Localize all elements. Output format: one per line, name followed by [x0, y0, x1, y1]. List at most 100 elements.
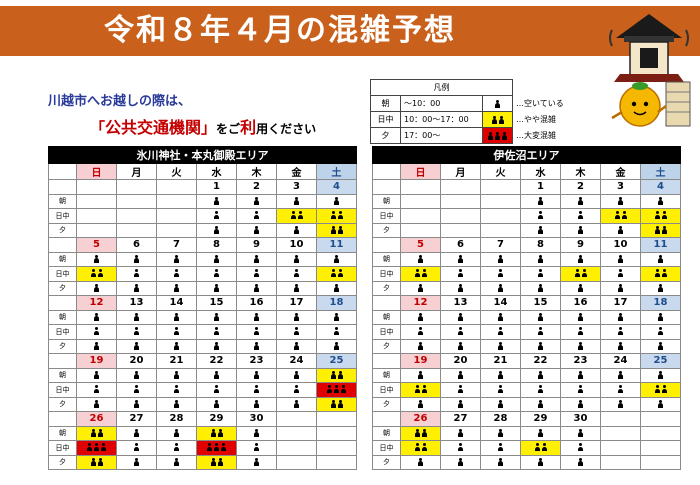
- period-label: 日中: [372, 208, 401, 224]
- date-cell: 7: [480, 237, 521, 253]
- date-cell: 26: [400, 411, 441, 427]
- date-cell: 13: [440, 295, 481, 311]
- crowd-level-1-cell: [440, 396, 481, 412]
- crowd-level-1-cell: [560, 324, 601, 340]
- date-cell: 30: [560, 411, 601, 427]
- legend-row-daytime: 日中 10：00～17：00 …やや混雑: [370, 111, 583, 128]
- crowd-level-1-cell: [560, 338, 601, 354]
- crowd-level-1-cell: [316, 309, 357, 325]
- weekday-row: 日月火水木金土: [372, 163, 681, 180]
- date-cell: [400, 179, 441, 195]
- legend-level-3-icon: [482, 127, 513, 144]
- date-cell: 14: [480, 295, 521, 311]
- crowd-level-3-cell: [316, 382, 357, 398]
- period-label: 朝: [372, 251, 401, 267]
- crowd-level-1-cell: [236, 382, 277, 398]
- crowd-level-1-cell: [116, 309, 157, 325]
- date-cell: 23: [560, 353, 601, 369]
- crowd-level-1-cell: [236, 280, 277, 296]
- period-label: 日中: [48, 208, 77, 224]
- date-row: 12 13 14 15 16 17 18: [48, 295, 357, 311]
- period-row: 朝: [372, 251, 681, 267]
- crowd-level-1-cell: [400, 454, 441, 470]
- period-row: 夕: [48, 222, 357, 238]
- period-row: 夕: [48, 338, 357, 354]
- crowd-level-1-cell: [480, 396, 521, 412]
- calendar-hikawa-honmaru: 氷川神社・本丸御殿エリア日月火水木金土 1 2 3 4 朝日中夕 5 6 7 8 9 10 11 朝日中夕…: [48, 146, 357, 470]
- crowd-level-1-cell: [520, 251, 561, 267]
- crowd-level-1-cell: [400, 396, 441, 412]
- calendar-title: 伊佐沼エリア: [372, 146, 681, 164]
- period-row: 朝: [48, 425, 357, 441]
- crowd-level-2-cell: [316, 266, 357, 282]
- date-cell: [440, 179, 481, 195]
- crowd-level-1-cell: [520, 222, 561, 238]
- date-cell: 1: [196, 179, 237, 195]
- crowd-level-1-cell: [640, 309, 681, 325]
- crowd-level-1-cell: [236, 266, 277, 282]
- crowd-level-2-cell: [196, 425, 237, 441]
- period-row: 朝: [372, 193, 681, 209]
- period-label: 夕: [48, 338, 77, 354]
- date-cell: 28: [156, 411, 197, 427]
- crowd-level-1-cell: [440, 266, 481, 282]
- date-cell: 16: [560, 295, 601, 311]
- crowd-level-1-cell: [236, 396, 277, 412]
- weekday-header: 日: [76, 163, 117, 180]
- period-row: 夕: [372, 222, 681, 238]
- period-row: 朝: [48, 251, 357, 267]
- date-cell: 10: [600, 237, 641, 253]
- intro-line-1: 川越市へお越しの際は、: [48, 94, 192, 109]
- crowd-level-1-cell: [236, 338, 277, 354]
- period-label: 日中: [48, 324, 77, 340]
- crowd-level-1-cell: [400, 324, 441, 340]
- crowd-level-1-cell: [480, 367, 521, 383]
- crowd-level-1-cell: [196, 280, 237, 296]
- crowd-level-1-cell: [400, 338, 441, 354]
- weekday-header: 日: [400, 163, 441, 180]
- date-cell: 14: [156, 295, 197, 311]
- crowd-level-1-cell: [600, 193, 641, 209]
- date-cell: 25: [316, 353, 357, 369]
- period-label: 朝: [48, 193, 77, 209]
- crowd-level-1-cell: [156, 251, 197, 267]
- date-cell: 4: [316, 179, 357, 195]
- crowd-level-1-cell: [640, 251, 681, 267]
- date-cell: 28: [480, 411, 521, 427]
- crowd-level-1-cell: [480, 440, 521, 456]
- page-title: 令和８年４月の混雑予想: [104, 13, 456, 48]
- crowd-level-2-cell: [560, 266, 601, 282]
- crowd-level-1-cell: [480, 382, 521, 398]
- crowd-level-1-cell: [480, 280, 521, 296]
- date-cell: 24: [600, 353, 641, 369]
- crowd-level-1-cell: [600, 280, 641, 296]
- period-label: 日中: [372, 266, 401, 282]
- crowd-level-1-cell: [196, 324, 237, 340]
- crowd-level-1-cell: [600, 222, 641, 238]
- calendar-title: 氷川神社・本丸御殿エリア: [48, 146, 357, 164]
- date-row: 12 13 14 15 16 17 18: [372, 295, 681, 311]
- crowd-level-1-cell: [600, 382, 641, 398]
- date-cell: 9: [560, 237, 601, 253]
- date-cell: [480, 179, 521, 195]
- date-cell: 21: [480, 353, 521, 369]
- crowd-level-1-cell: [316, 251, 357, 267]
- period-label: 朝: [372, 425, 401, 441]
- period-label: 日中: [372, 440, 401, 456]
- crowd-level-2-cell: [76, 266, 117, 282]
- crowd-level-2-cell: [196, 454, 237, 470]
- crowd-level-1-cell: [520, 367, 561, 383]
- date-cell: 22: [520, 353, 561, 369]
- date-cell: 12: [76, 295, 117, 311]
- period-label: 夕: [48, 396, 77, 412]
- date-cell: 8: [196, 237, 237, 253]
- crowd-level-1-cell: [116, 382, 157, 398]
- crowd-level-1-cell: [400, 309, 441, 325]
- crowd-level-1-cell: [156, 382, 197, 398]
- period-label: 夕: [372, 280, 401, 296]
- period-row: 日中: [48, 266, 357, 282]
- crowd-level-1-cell: [520, 208, 561, 224]
- crowd-level-1-cell: [276, 280, 317, 296]
